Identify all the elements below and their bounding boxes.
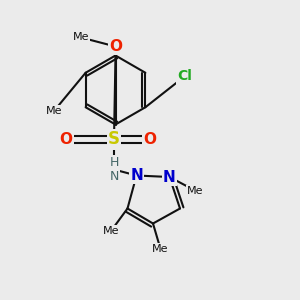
- Text: O: O: [59, 132, 73, 147]
- Text: O: O: [109, 39, 122, 54]
- Text: S: S: [108, 130, 120, 148]
- Text: Me: Me: [103, 226, 119, 236]
- Text: H
N: H N: [109, 155, 119, 184]
- Text: Me: Me: [73, 32, 89, 43]
- Text: N: N: [130, 168, 143, 183]
- Text: Me: Me: [187, 185, 203, 196]
- Text: N: N: [163, 169, 176, 184]
- Text: Cl: Cl: [177, 70, 192, 83]
- Text: Me: Me: [152, 244, 169, 254]
- Text: O: O: [143, 132, 157, 147]
- Text: Me: Me: [46, 106, 62, 116]
